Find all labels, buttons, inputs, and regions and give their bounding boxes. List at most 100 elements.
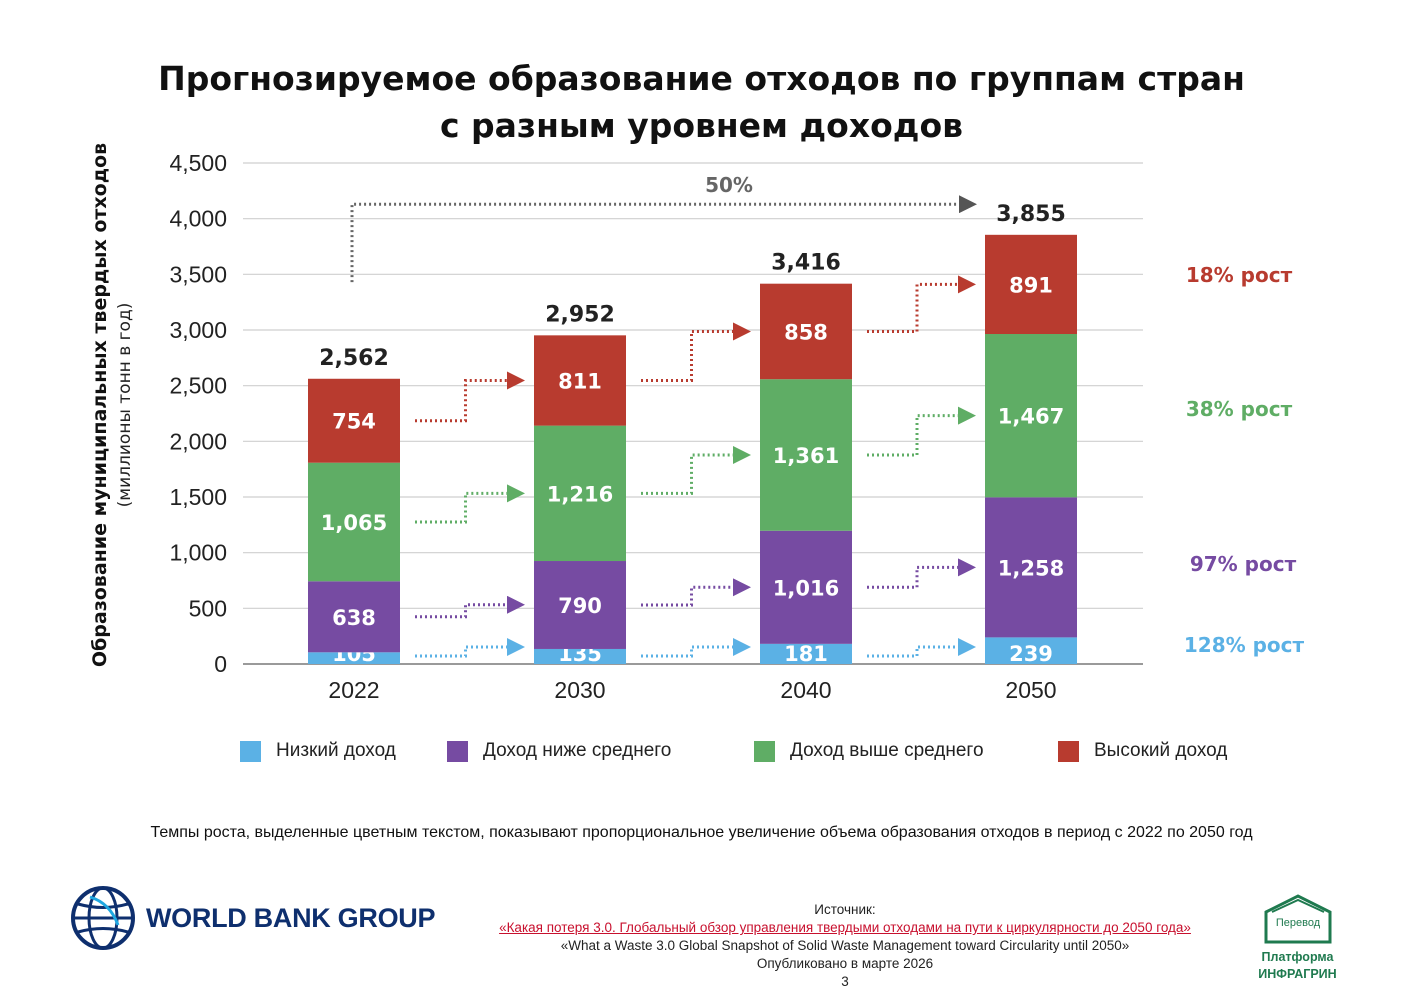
bar-segment — [760, 643, 852, 664]
growth-connector — [415, 638, 525, 658]
growth-connector — [641, 445, 751, 495]
y-tick-label: 3,500 — [169, 261, 227, 287]
y-tick-label: 3,000 — [169, 317, 227, 343]
growth-labels: 128% рост 97% рост 38% рост 18% рост — [1184, 263, 1305, 657]
data-label: 1,258 — [998, 556, 1064, 580]
data-label: 891 — [1009, 273, 1053, 297]
data-label: 1,361 — [773, 444, 839, 468]
world-bank-logo: WORLD BANK GROUP — [70, 885, 435, 951]
growth-connector — [867, 406, 976, 457]
y-tick-label: 1,500 — [169, 484, 227, 510]
x-tick-label: 2050 — [1005, 677, 1056, 703]
overall-growth-label: 50% — [705, 173, 753, 197]
bar-segment — [534, 561, 626, 649]
growth-connector — [867, 558, 976, 589]
growth-connector — [641, 638, 751, 658]
data-label: 638 — [332, 606, 376, 630]
data-label: 790 — [558, 594, 602, 618]
growth-connector — [867, 638, 976, 658]
bar-segment — [760, 283, 852, 380]
legend-label: Высокий доход — [1094, 740, 1228, 761]
bar-segment — [308, 462, 400, 582]
y-tick-label: 4,000 — [169, 206, 227, 232]
globe-icon — [71, 886, 135, 950]
data-label: 858 — [784, 320, 828, 344]
chart-title-line1: Прогнозируемое образование отходов по гр… — [158, 59, 1245, 98]
x-tick-labels: 2022 2030 2040 2050 — [328, 677, 1056, 703]
source-published: Опубликовано в марте 2026 — [756, 956, 934, 971]
bar-segment — [534, 425, 626, 562]
y-tick-label: 2,500 — [169, 373, 227, 399]
chart-title-line2: с разным уровнем доходов — [439, 106, 964, 145]
data-label: 1,016 — [773, 576, 839, 600]
footnote: Темпы роста, выделенные цветным текстом,… — [150, 824, 1253, 841]
bar-segment — [760, 530, 852, 644]
source-original-title: «What a Waste 3.0 Global Snapshot of Sol… — [560, 938, 1130, 953]
bar-segment — [308, 652, 400, 664]
stacked-bar-chart: 0 500 1,000 1,500 2,000 2,500 3,000 3,500 4,000 4… — [169, 150, 1305, 703]
bar-segment — [308, 581, 400, 653]
legend-label: Доход ниже среднего — [483, 740, 672, 761]
x-tick-label: 2022 — [328, 677, 379, 703]
data-label: 1,065 — [321, 511, 387, 535]
bar-segment — [308, 378, 400, 463]
bar-segment — [760, 379, 852, 531]
x-tick-label: 2040 — [780, 677, 831, 703]
platform-name-line2: ИНФРАГРИН — [1258, 967, 1337, 981]
growth-label: 18% рост — [1186, 263, 1293, 287]
legend: Низкий доход Доход ниже среднего Доход в… — [240, 740, 1240, 764]
bar-segment — [985, 234, 1077, 335]
bar-segment — [985, 637, 1077, 664]
growth-connector — [415, 595, 525, 619]
house-icon: Перевод — [1264, 894, 1331, 944]
total-label: 3,416 — [771, 251, 841, 276]
legend-item-high-income: Высокий доход — [1058, 740, 1227, 762]
legend-item-lower-middle-income: Доход ниже среднего — [447, 740, 671, 762]
data-label: 811 — [558, 369, 602, 393]
total-label: 2,562 — [319, 346, 389, 371]
data-label: 181 — [784, 642, 828, 666]
y-tick-labels: 0 500 1,000 1,500 2,000 2,500 3,000 3,500 4,000 4… — [169, 150, 227, 677]
growth-connector — [641, 578, 751, 607]
source-block: Источник: «Какая потеря 3.0. Глобальный … — [440, 901, 1250, 991]
y-tick-label: 0 — [214, 651, 227, 677]
chart-title: Прогнозируемое образование отходов по гр… — [0, 55, 1403, 149]
bar-segment — [985, 334, 1077, 498]
page-number: 3 — [841, 974, 849, 989]
y-tick-label: 2,000 — [169, 428, 227, 454]
legend-item-low-income: Низкий доход — [240, 740, 396, 762]
growth-label: 128% рост — [1184, 633, 1305, 657]
growth-connector — [641, 322, 751, 382]
y-tick-label: 1,000 — [169, 540, 227, 566]
y-tick-label: 4,500 — [169, 150, 227, 176]
legend-swatch — [240, 740, 261, 762]
source-label: Источник: — [814, 902, 876, 917]
data-label: 239 — [1009, 642, 1053, 666]
legend-swatch — [447, 740, 468, 762]
legend-swatch — [754, 740, 775, 762]
y-tick-label: 500 — [189, 595, 227, 621]
bars: 1056381,0657542,5621357901,2168112,95218… — [308, 202, 1077, 666]
world-bank-logo-text: WORLD BANK GROUP — [146, 902, 436, 933]
legend-swatch — [1058, 740, 1079, 762]
total-label: 2,952 — [545, 302, 615, 327]
platform-badge: Перевод — [1275, 917, 1320, 929]
growth-label: 97% рост — [1190, 552, 1297, 576]
growth-connector — [415, 484, 525, 524]
legend-label: Низкий доход — [276, 740, 396, 761]
growth-label: 38% рост — [1186, 397, 1293, 421]
legend-item-upper-middle-income: Доход выше среднего — [754, 740, 984, 762]
bar-segment — [534, 335, 626, 426]
source-link[interactable]: «Какая потеря 3.0. Глобальный обзор упра… — [499, 920, 1191, 935]
data-label: 1,467 — [998, 405, 1064, 429]
overall-growth-connector — [350, 195, 977, 283]
growth-connector — [867, 275, 976, 333]
bar-segment — [534, 648, 626, 664]
growth-connectors: 50% — [350, 173, 977, 658]
data-label: 1,216 — [547, 482, 613, 506]
total-label: 3,855 — [996, 202, 1066, 227]
bar-segment — [985, 497, 1077, 638]
growth-connector — [415, 371, 525, 423]
x-tick-label: 2030 — [554, 677, 605, 703]
data-label: 754 — [332, 410, 376, 434]
